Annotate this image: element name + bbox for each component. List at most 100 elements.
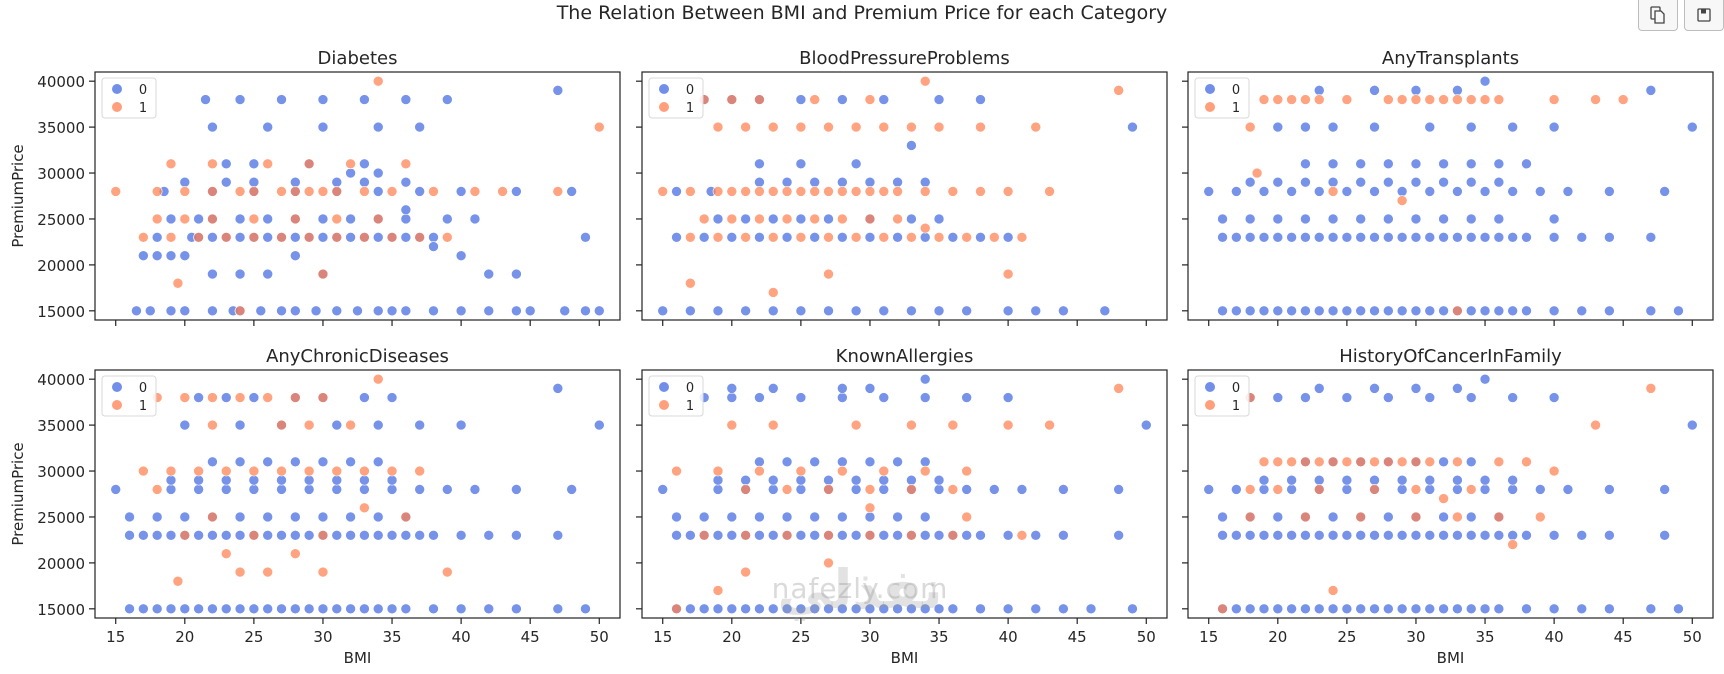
data-point-0 <box>1521 603 1532 615</box>
data-point-0 <box>1244 232 1256 243</box>
data-point-0 <box>1686 419 1698 431</box>
data-point-0 <box>1465 176 1477 188</box>
data-point-0 <box>1576 305 1588 317</box>
data-point-0 <box>1424 603 1436 615</box>
y-tick-label: 30000 <box>37 165 85 183</box>
data-point-1 <box>345 158 356 170</box>
data-point-1 <box>712 186 724 197</box>
data-point-1 <box>1113 85 1124 96</box>
data-point-0 <box>933 484 945 495</box>
panel-Diabetes: Diabetes 15000 20000 25000 30000 35000 40000 Pr… <box>9 48 621 326</box>
data-point-0 <box>1396 603 1408 615</box>
data-point-0 <box>193 484 204 495</box>
data-point-0 <box>1535 186 1546 197</box>
data-point-0 <box>234 511 246 523</box>
legend-label: 1 <box>686 101 694 116</box>
data-point-1 <box>864 186 876 197</box>
data-point-0 <box>1258 530 1270 541</box>
data-point-0 <box>1327 158 1339 170</box>
data-point-0 <box>1099 305 1111 317</box>
data-point-1 <box>290 548 301 560</box>
x-axis-label: BMI <box>891 649 919 667</box>
data-point-1 <box>906 121 917 133</box>
data-point-1 <box>138 232 149 243</box>
data-point-0 <box>220 176 232 188</box>
data-point-0 <box>989 484 1000 495</box>
data-point-1 <box>1327 186 1339 197</box>
data-point-0 <box>1341 484 1353 495</box>
data-point-0 <box>1355 158 1366 170</box>
data-point-0 <box>276 94 287 105</box>
data-point-0 <box>878 474 890 486</box>
data-point-0 <box>1327 176 1339 188</box>
data-point-0 <box>1313 85 1325 96</box>
data-point-0 <box>580 232 591 243</box>
data-point-0 <box>1479 305 1491 317</box>
data-point-1 <box>837 213 848 225</box>
data-point-0 <box>1355 305 1366 317</box>
data-point-0 <box>1286 474 1297 486</box>
data-point-0 <box>138 250 149 262</box>
data-point-0 <box>837 176 848 188</box>
data-point-0 <box>1272 305 1284 317</box>
data-point-0 <box>1341 474 1353 486</box>
data-point-1 <box>712 232 724 243</box>
data-point-0 <box>698 232 710 243</box>
data-point-0 <box>1231 186 1242 197</box>
data-point-1 <box>179 213 191 225</box>
data-point-1 <box>740 121 751 133</box>
copy-button[interactable] <box>1638 0 1678 31</box>
data-point-0 <box>1493 158 1505 170</box>
legend-box <box>1194 77 1250 119</box>
y-tick-label: 25000 <box>37 509 85 527</box>
data-point-0 <box>1231 305 1242 317</box>
data-point-0 <box>414 121 425 133</box>
data-point-0 <box>1341 186 1353 197</box>
data-point-1 <box>442 232 453 243</box>
data-point-0 <box>1383 213 1394 225</box>
data-point-0 <box>165 250 177 262</box>
data-point-0 <box>359 484 370 495</box>
data-point-0 <box>290 456 301 468</box>
data-point-0 <box>1058 305 1069 317</box>
data-point-0 <box>1355 176 1366 188</box>
data-point-0 <box>511 530 522 541</box>
data-point-1 <box>1438 493 1449 504</box>
data-point-1 <box>1244 484 1256 495</box>
data-point-0 <box>1030 530 1042 541</box>
data-point-1 <box>1452 511 1463 523</box>
data-point-1 <box>1590 94 1601 105</box>
data-point-0 <box>1300 121 1311 133</box>
data-point-0 <box>1576 603 1588 615</box>
data-point-1 <box>1479 94 1491 105</box>
data-point-0 <box>919 392 931 403</box>
data-point-1 <box>712 121 724 133</box>
data-point-1 <box>1493 511 1505 523</box>
data-point-1 <box>372 213 384 225</box>
y-tick-label: 20000 <box>37 257 85 275</box>
data-point-1 <box>386 232 398 243</box>
legend-marker-0 <box>112 84 122 94</box>
data-point-0 <box>234 530 246 541</box>
data-point-0 <box>414 186 425 197</box>
data-point-0 <box>559 305 571 317</box>
data-point-0 <box>220 474 232 486</box>
data-point-0 <box>234 603 246 615</box>
data-point-0 <box>919 603 931 615</box>
data-point-0 <box>511 268 522 280</box>
data-point-1 <box>207 392 218 403</box>
data-point-0 <box>552 85 564 96</box>
data-point-0 <box>961 392 972 403</box>
data-point-0 <box>428 232 439 243</box>
data-point-1 <box>781 186 793 197</box>
data-point-1 <box>1465 484 1477 495</box>
data-point-1 <box>414 232 425 243</box>
panel-title: AnyTransplants <box>1382 48 1519 69</box>
data-point-0 <box>1507 232 1518 243</box>
data-point-1 <box>864 213 876 225</box>
legend-label: 0 <box>686 83 694 98</box>
data-point-0 <box>372 305 384 317</box>
data-point-1 <box>961 232 972 243</box>
data-point-0 <box>1507 392 1518 403</box>
data-point-0 <box>1272 603 1284 615</box>
